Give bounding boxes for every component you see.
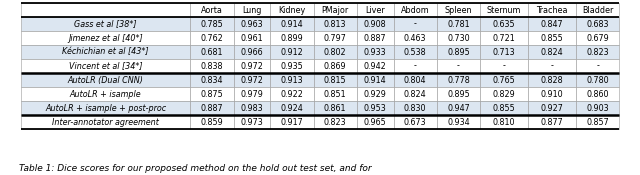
Text: Table 1: Dice scores for our proposed method on the hold out test set, and for: Table 1: Dice scores for our proposed me…: [19, 164, 372, 173]
